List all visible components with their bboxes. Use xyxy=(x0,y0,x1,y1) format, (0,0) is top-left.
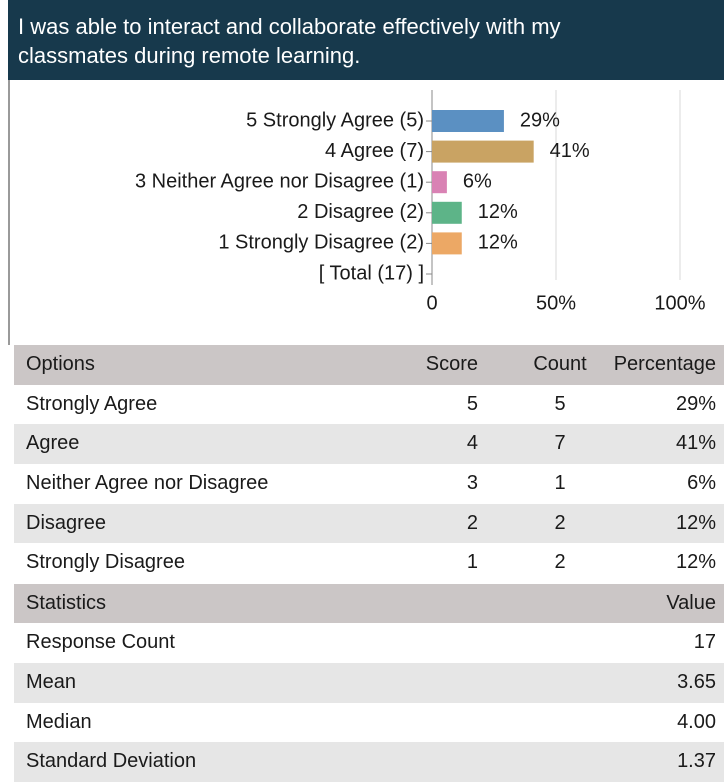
table-cell: 6% xyxy=(687,472,716,495)
table-cell: Mean xyxy=(26,670,77,693)
header: I was able to interact and collaborate e… xyxy=(8,0,724,80)
table-cell: 4 xyxy=(466,432,478,455)
table-row: Standard Deviation 1.37 xyxy=(14,742,724,782)
bar xyxy=(432,171,447,194)
table-cell: 2 xyxy=(466,511,478,534)
chart: 0 50% 100% 5 Strongly Agree (5) 29% 4 Agree (… xyxy=(135,90,706,314)
column-header: Count xyxy=(533,353,587,375)
table-cell: 12% xyxy=(675,511,716,534)
column-header: Percentage xyxy=(613,353,716,375)
table-cell: 1 xyxy=(554,472,566,495)
table-row: Mean 3.65 xyxy=(14,662,724,703)
table-cell: 12% xyxy=(675,551,716,574)
table-cell: 4.00 xyxy=(677,710,716,733)
bar xyxy=(432,232,462,255)
table-cell: 2 xyxy=(554,511,566,534)
table-cell: 5 xyxy=(554,392,566,415)
table-cell: Standard Deviation xyxy=(26,750,197,773)
bar xyxy=(432,110,504,132)
table-cell: Response Count xyxy=(26,631,175,654)
table-cell: Agree xyxy=(26,432,80,455)
data-label: 12% xyxy=(478,232,518,254)
table-cell: Neither Agree nor Disagree xyxy=(26,472,269,495)
table-cell: 29% xyxy=(675,392,716,415)
y-tick-label: 4 Agree (7) xyxy=(325,140,424,162)
options-table: Options Score Count Percentage Strongly Agre… xyxy=(14,345,724,583)
x-tick-label: 100% xyxy=(654,292,705,314)
x-tick-label: 50% xyxy=(536,292,576,314)
column-header: Statistics xyxy=(26,591,107,614)
table-header-row: Statistics Value xyxy=(14,583,724,624)
column-header: Options xyxy=(26,353,95,375)
data-label: 29% xyxy=(520,109,560,131)
y-tick-label: 5 Strongly Agree (5) xyxy=(246,109,424,131)
column-header: Value xyxy=(666,591,716,614)
y-tick-label: 3 Neither Agree nor Disagree (1) xyxy=(135,170,424,192)
table-row: Median 4.00 xyxy=(14,703,724,743)
table-cell: 3.65 xyxy=(677,670,716,693)
y-tick-label: [ Total (17) ] xyxy=(319,262,424,284)
table-row: Neither Agree nor Disagree 3 1 6% xyxy=(14,464,724,504)
table-cell: 1 xyxy=(466,551,478,574)
table-cell: Disagree xyxy=(26,511,107,534)
table-cell: 7 xyxy=(554,432,566,455)
column-header: Score xyxy=(425,353,478,375)
bar xyxy=(432,140,534,163)
table-cell: Strongly Agree xyxy=(26,392,158,415)
table-header-row: Options Score Count Percentage xyxy=(14,345,724,385)
table-cell: 1.37 xyxy=(677,750,716,773)
y-tick-label: 2 Disagree (2) xyxy=(297,201,424,223)
data-label: 6% xyxy=(463,170,492,192)
table-row: Agree 4 7 41% xyxy=(14,424,724,465)
x-tick-label: 0 xyxy=(426,292,437,314)
table-cell: 2 xyxy=(554,551,566,574)
data-label: 41% xyxy=(550,140,590,162)
table-row: Disagree 2 2 12% xyxy=(14,503,724,544)
title: I was able to interact and collaborate e… xyxy=(18,14,561,68)
table-row: Strongly Agree 5 5 29% xyxy=(14,385,724,425)
table-row: Strongly Disagree 1 2 12% xyxy=(14,543,724,583)
table-row: Response Count 17 xyxy=(14,623,724,663)
bar xyxy=(432,201,462,224)
data-label: 12% xyxy=(478,201,518,223)
table-cell: 17 xyxy=(693,631,716,654)
y-tick-label: 1 Strongly Disagree (2) xyxy=(218,232,424,254)
table-cell: Median xyxy=(26,710,92,733)
table-cell: 5 xyxy=(466,392,478,415)
stats-table: Statistics Value Response Count 17 Mean 3.65 M… xyxy=(14,583,724,782)
table-cell: Strongly Disagree xyxy=(26,551,185,574)
border xyxy=(8,80,10,345)
table-cell: 41% xyxy=(675,432,716,455)
table-cell: 3 xyxy=(466,472,478,495)
